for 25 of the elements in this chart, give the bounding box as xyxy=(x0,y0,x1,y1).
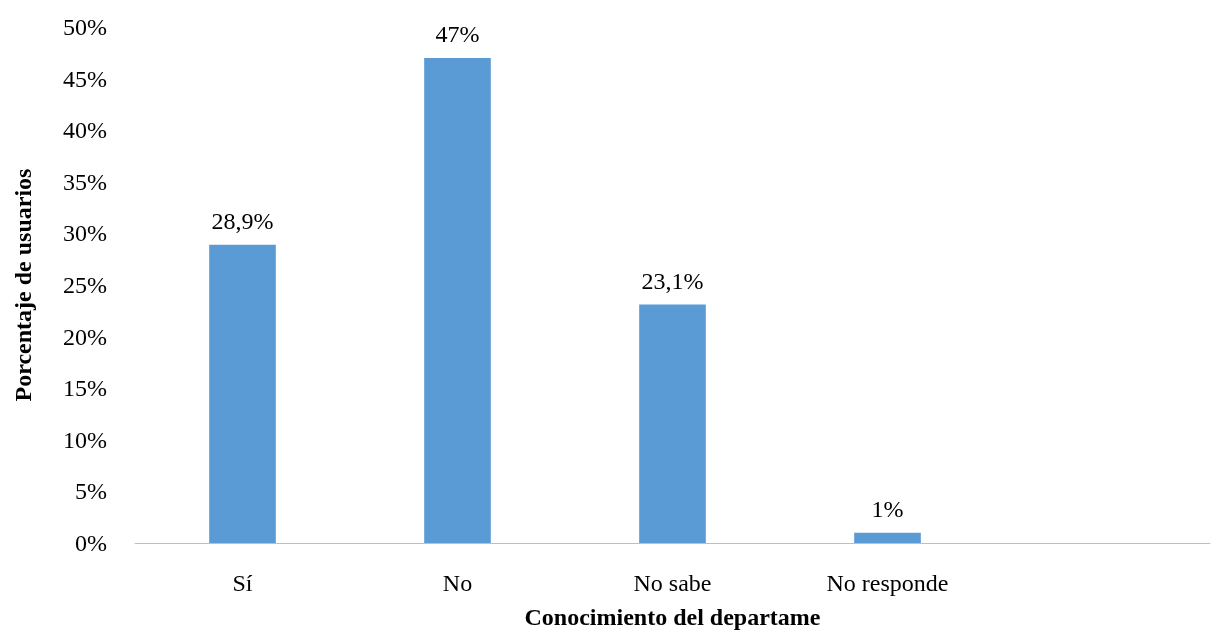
y-tick-label: 40% xyxy=(63,117,107,144)
y-axis-title: Porcentaje de usuarios xyxy=(10,168,36,402)
data-label: 28,9% xyxy=(211,207,274,234)
y-tick-label: 25% xyxy=(63,272,107,298)
x-axis-title: Conocimiento del departame xyxy=(524,604,821,630)
data-label: 23,1% xyxy=(641,267,704,294)
y-tick-label: 20% xyxy=(63,323,107,350)
y-tick-label: 30% xyxy=(63,220,107,247)
bar xyxy=(854,532,921,543)
bar xyxy=(424,57,491,543)
y-tick-label: 15% xyxy=(63,375,107,402)
y-tick-label: 10% xyxy=(63,426,107,453)
y-tick-label: 35% xyxy=(63,168,107,195)
x-tick-label: Sí xyxy=(232,570,253,596)
y-tick-label: 5% xyxy=(75,478,107,505)
data-label: 47% xyxy=(435,20,480,47)
x-tick-label: No responde xyxy=(826,570,949,596)
y-tick-label: 50% xyxy=(63,14,107,40)
x-tick-label: No sabe xyxy=(633,570,712,596)
x-tick-label: No xyxy=(442,570,473,596)
y-tick-label: 0% xyxy=(75,530,107,556)
bar xyxy=(639,304,706,543)
data-label: 1% xyxy=(871,495,904,522)
bar xyxy=(209,244,276,543)
y-tick-label: 45% xyxy=(63,65,107,92)
